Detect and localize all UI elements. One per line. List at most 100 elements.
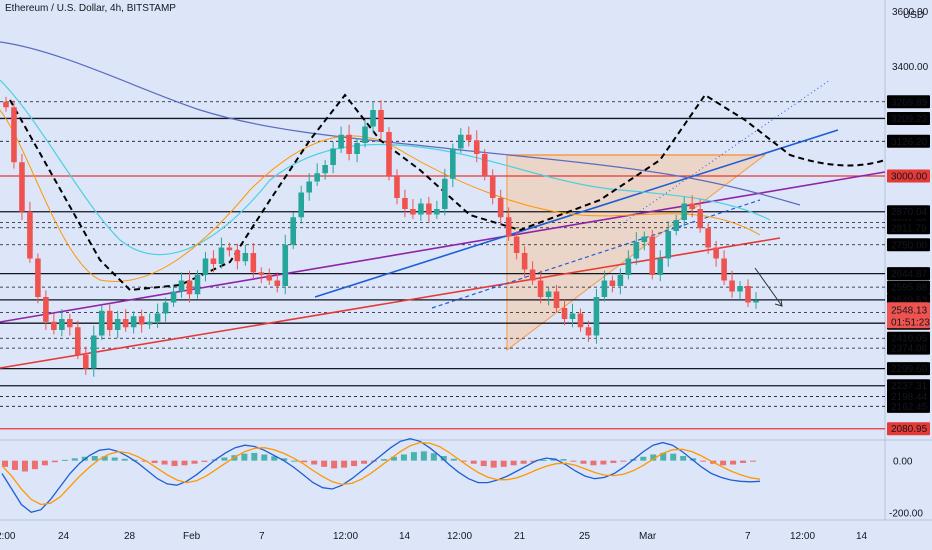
level-label-7: 2644.87: [891, 269, 928, 280]
candle-body-24: [194, 275, 201, 295]
candle-body-51: [410, 209, 416, 215]
candle-body-64: [513, 236, 520, 253]
level-label-16: 2198.44: [891, 392, 928, 403]
candle-body-15: [122, 319, 129, 328]
candle-body-66: [529, 269, 536, 281]
osc-bar-5: [51, 460, 58, 463]
osc-bar-1: [11, 460, 18, 470]
osc-bar-24: [241, 453, 248, 461]
osc-bar-58: [580, 460, 587, 464]
candle-body-59: [473, 140, 480, 154]
osc-bar-75: [750, 460, 757, 462]
osc-bar-74: [740, 460, 747, 463]
osc-bar-62: [620, 460, 627, 462]
level-label-15-box: [887, 379, 930, 393]
osc-bar-10: [101, 456, 108, 461]
candle-body-30: [242, 253, 249, 262]
candle-body-49: [394, 176, 400, 198]
candle-body-28: [226, 247, 233, 251]
blue-trendline: [314, 129, 839, 298]
osc-bar-12: [121, 458, 128, 461]
candle-body-14: [114, 319, 121, 330]
candle-body-2: [19, 162, 25, 212]
level-label-13: 2374.06: [891, 344, 928, 355]
candle-body-88: [705, 228, 711, 248]
time-tick-0: 2:00: [0, 531, 16, 542]
candle-body-93: [745, 286, 751, 303]
osc-bar-28: [281, 458, 288, 461]
level-label-13-box: [887, 341, 930, 355]
level-label-14: 2299.60: [891, 364, 928, 375]
level-label-12: 2410.05: [891, 334, 928, 345]
candle-body-22: [178, 280, 185, 292]
osc-bar-36: [361, 460, 368, 464]
candle-body-69: [553, 291, 560, 308]
osc-bar-67: [670, 453, 677, 461]
candle-body-37: [298, 192, 305, 218]
level-label-5: 2811.79: [891, 223, 927, 234]
osc-bar-3: [31, 460, 38, 470]
candle-body-83: [665, 231, 672, 259]
level-label-14-box: [887, 362, 930, 376]
candle-body-84: [673, 220, 680, 231]
candle-body-48: [386, 132, 392, 176]
time-tick-4: 7: [259, 531, 265, 542]
osc-bar-29: [291, 460, 298, 462]
time-tick-11: 7: [745, 531, 751, 542]
osc-bar-9: [91, 456, 98, 461]
candle-body-71: [569, 313, 576, 319]
osc-bar-68: [680, 456, 687, 461]
osc-bar-49: [490, 460, 497, 468]
candle-body-82: [657, 258, 664, 275]
osc-bar-15: [151, 460, 158, 463]
candle-body-87: [697, 209, 703, 229]
time-tick-7: 12:00: [447, 531, 472, 542]
price-tick-1: 3400.00: [892, 62, 929, 73]
candle-body-13: [106, 310, 113, 330]
candle-body-0: [3, 101, 9, 108]
osc-bar-50: [500, 460, 507, 467]
candle-body-94: [753, 300, 759, 303]
candle-body-79: [633, 242, 640, 259]
osc-bar-7: [71, 458, 78, 461]
candle-body-61: [489, 176, 496, 198]
countdown-label: 01:51:23: [891, 317, 930, 328]
candle-body-50: [402, 198, 408, 209]
candle-body-81: [649, 236, 656, 275]
candle-body-16: [130, 316, 137, 328]
level-label-8-box: [887, 280, 930, 294]
osc-bar-30: [301, 460, 308, 463]
candle-body-25: [202, 258, 209, 275]
osc-bar-60: [600, 460, 607, 465]
candle-body-91: [729, 280, 735, 292]
signal-line: [1, 441, 761, 506]
candle-body-56: [450, 148, 456, 179]
osc-bar-33: [331, 460, 338, 469]
candle-body-34: [274, 280, 281, 286]
candle-body-36: [290, 217, 297, 245]
red-level-label-1-box: [887, 422, 930, 436]
candle-body-45: [362, 126, 368, 143]
ma-long-line: [0, 41, 801, 206]
projection-arrow: [754, 267, 783, 307]
osc-bar-73: [730, 460, 737, 465]
candle-body-11: [90, 335, 97, 369]
level-label-9: 2549.53: [891, 295, 928, 306]
osc-bar-65: [650, 454, 657, 461]
candle-body-52: [418, 203, 424, 215]
candle-body-46: [370, 110, 376, 127]
candle-body-1: [11, 107, 17, 163]
candle-body-4: [35, 258, 41, 297]
ma-orange-line: [0, 109, 761, 282]
osc-bar-25: [251, 452, 258, 461]
osc-bar-27: [271, 456, 278, 461]
candle-body-26: [210, 258, 217, 264]
candle-body-80: [641, 236, 648, 242]
osc-bar-35: [351, 460, 358, 467]
level-label-16-box: [887, 389, 930, 403]
candle-body-68: [545, 291, 552, 297]
level-label-7-box: [887, 267, 930, 281]
time-tick-3: Feb: [183, 531, 201, 542]
candle-body-75: [601, 280, 608, 297]
